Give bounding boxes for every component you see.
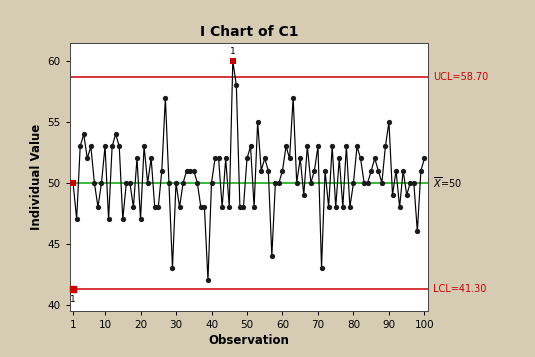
X-axis label: Observation: Observation bbox=[208, 334, 289, 347]
Y-axis label: Individual Value: Individual Value bbox=[30, 124, 43, 230]
Title: I Chart of C1: I Chart of C1 bbox=[200, 25, 298, 39]
Text: $\overline{X}$=50: $\overline{X}$=50 bbox=[433, 175, 462, 190]
Text: 1: 1 bbox=[70, 295, 76, 304]
Text: UCL=58.70: UCL=58.70 bbox=[433, 72, 488, 82]
Text: LCL=41.30: LCL=41.30 bbox=[433, 284, 487, 294]
Text: 1: 1 bbox=[230, 47, 236, 56]
